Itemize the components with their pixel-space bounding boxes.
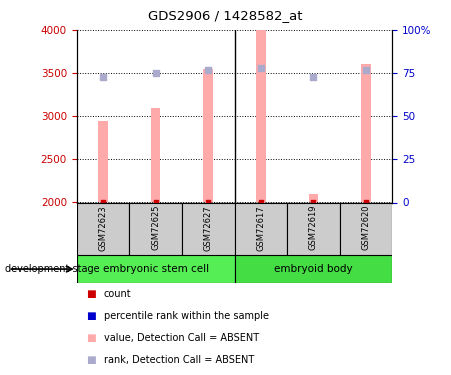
Bar: [77, 202, 129, 255]
Text: GSM72619: GSM72619: [309, 205, 318, 251]
Bar: [340, 202, 392, 255]
Bar: [151, 108, 161, 202]
Text: ■: ■: [86, 311, 96, 321]
Bar: [182, 202, 235, 255]
Text: ■: ■: [86, 290, 96, 299]
Text: ■: ■: [86, 355, 96, 364]
Point: [152, 200, 159, 206]
Text: count: count: [104, 290, 131, 299]
Text: GSM72620: GSM72620: [362, 205, 371, 251]
Bar: [287, 202, 340, 255]
Text: GDS2906 / 1428582_at: GDS2906 / 1428582_at: [148, 9, 303, 22]
Point: [310, 74, 317, 80]
Bar: [308, 194, 318, 202]
Text: GSM72617: GSM72617: [256, 205, 265, 251]
Text: GSM72623: GSM72623: [98, 205, 107, 251]
Text: development stage: development stage: [5, 264, 99, 274]
Bar: [203, 69, 213, 203]
Text: GSM72627: GSM72627: [204, 205, 213, 251]
Point: [205, 200, 212, 206]
Point: [257, 200, 264, 206]
Bar: [129, 202, 182, 255]
Text: embryoid body: embryoid body: [274, 264, 353, 274]
Point: [363, 67, 370, 73]
Bar: [98, 120, 108, 202]
Bar: [235, 255, 392, 283]
Text: rank, Detection Call = ABSENT: rank, Detection Call = ABSENT: [104, 355, 254, 364]
Bar: [235, 202, 287, 255]
Text: value, Detection Call = ABSENT: value, Detection Call = ABSENT: [104, 333, 259, 343]
Point: [363, 200, 370, 206]
Text: percentile rank within the sample: percentile rank within the sample: [104, 311, 269, 321]
Point: [99, 74, 106, 80]
Point: [257, 65, 264, 71]
Point: [310, 200, 317, 206]
Point: [99, 200, 106, 206]
Bar: [77, 255, 235, 283]
Text: ■: ■: [86, 333, 96, 343]
Text: embryonic stem cell: embryonic stem cell: [102, 264, 209, 274]
Bar: [256, 30, 266, 202]
Point: [205, 67, 212, 73]
Point: [152, 70, 159, 76]
Bar: [361, 64, 371, 203]
Text: GSM72625: GSM72625: [151, 205, 160, 251]
